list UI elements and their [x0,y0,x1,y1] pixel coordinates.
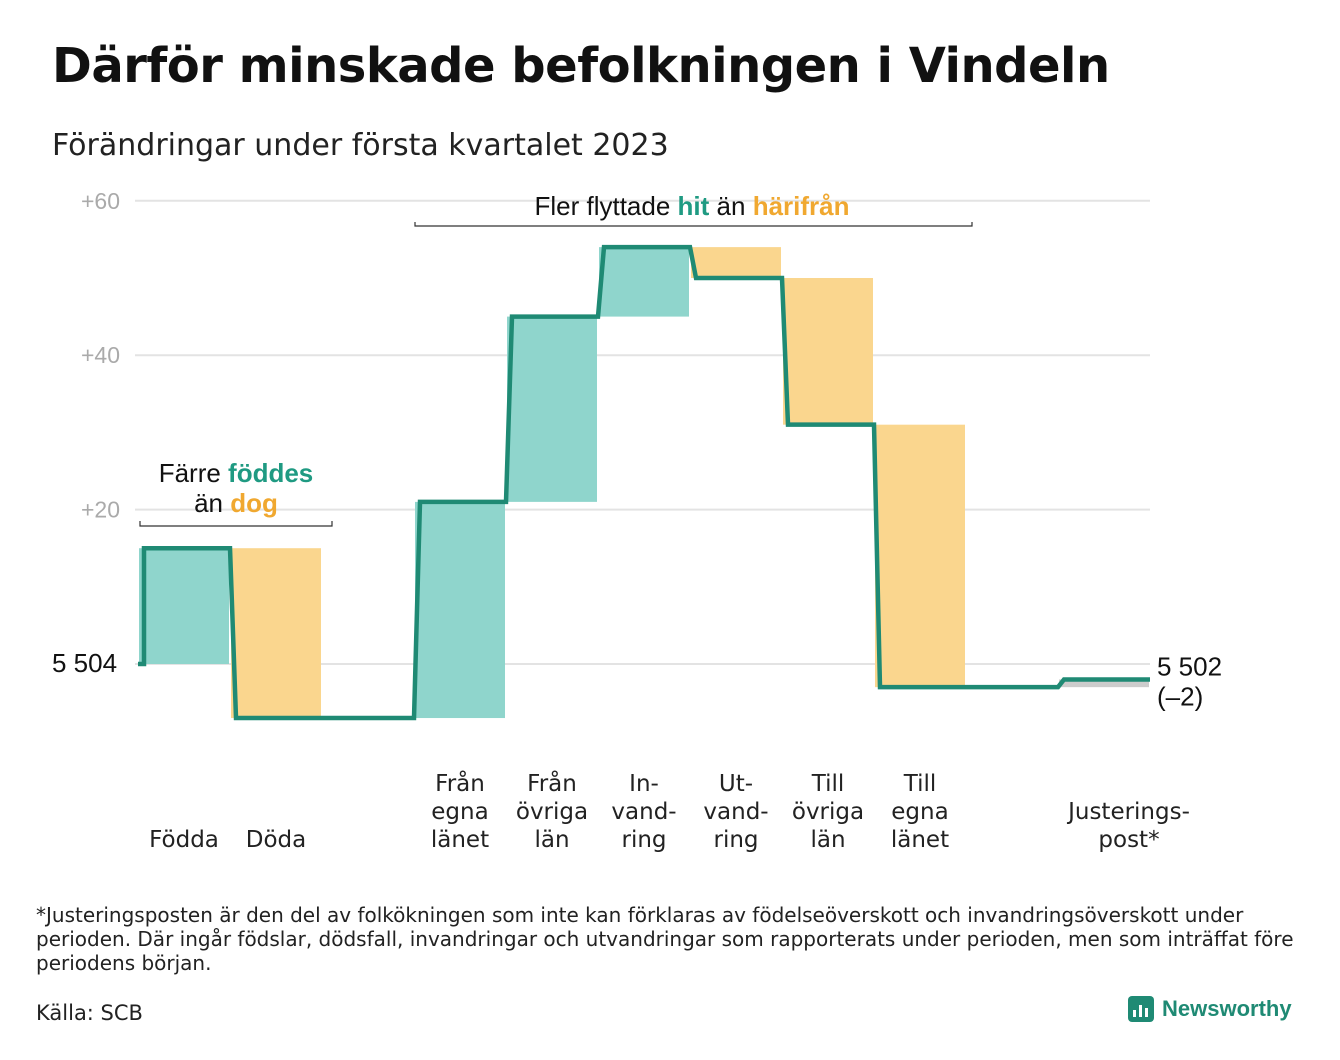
category-label: vand- [703,799,768,825]
brand-name: Newsworthy [1162,996,1292,1021]
category-label: ring [713,827,758,853]
category-label: Till [811,771,845,797]
category-label: Från [527,769,577,797]
category-label: Födda [149,827,219,853]
bar-increase [507,316,597,502]
category-label: övriga [516,799,588,825]
annotation-births-line1: Färre föddes [159,458,314,488]
category-label: Ut- [719,771,753,797]
running-total-line [138,244,1150,721]
category-label: Justerings- [1066,799,1190,825]
source-note: Källa: SCB [36,1001,143,1025]
annotation-bracket [139,521,333,527]
brand-logo: Newsworthy [1128,996,1292,1022]
bar-decrease [231,548,321,719]
footnote: *Justeringsposten är den del av folkökni… [36,903,1294,975]
category-label: egna [431,799,488,825]
category-label: övriga [792,799,864,825]
category-label: post* [1098,827,1159,853]
y-tick-label: +60 [81,188,120,214]
bar-increase [599,247,689,317]
chart-logo-icon [1128,996,1154,1022]
bar-increase [415,501,505,719]
chart-subtitle: Förändringar under första kvartalet 2023 [52,128,669,163]
annotation-migration: Fler flyttade hit än härifrån [534,191,849,221]
start-value-label: 5 504 [52,648,117,678]
category-label: vand- [611,799,676,825]
chart-title: Därför minskade befolkningen i Vindeln [52,38,1110,94]
y-tick-label: +20 [81,497,120,523]
category-label: län [534,827,569,853]
annotation-bracket [414,222,973,227]
bar-decrease [783,278,873,425]
category-label: ring [621,827,666,853]
category-label: Döda [246,827,306,853]
y-tick-label: +40 [81,342,120,368]
category-label: In- [629,771,659,797]
category-label: län [810,827,845,853]
category-label: egna [891,799,948,825]
bar-adjustment [1059,679,1149,688]
bar-increase [139,548,229,664]
end-change-label: (–2) [1157,681,1203,711]
category-label: länet [891,827,949,853]
annotation-births-line2: än dog [194,488,278,518]
bar-decrease [691,247,781,278]
category-label: länet [431,827,489,853]
category-label: Från [435,769,485,797]
end-value-label: 5 502 [1157,651,1222,681]
category-label: Till [903,771,937,797]
bars [139,247,1149,719]
bar-decrease [875,424,965,688]
running-total-path [138,244,1150,721]
